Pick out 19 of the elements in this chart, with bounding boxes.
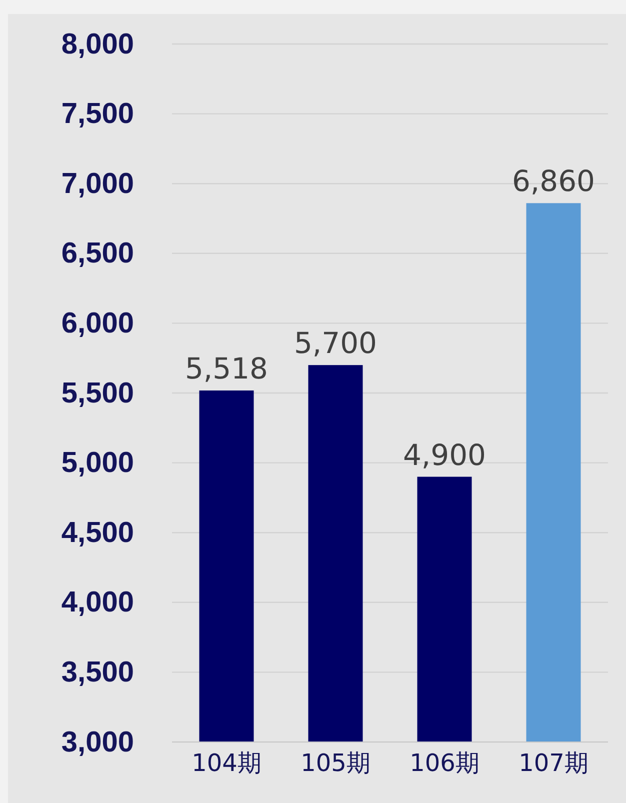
y-tick-label: 6,500	[61, 238, 134, 270]
data-label: 5,700	[294, 326, 378, 360]
data-label: 4,900	[402, 438, 486, 472]
y-tick-label: 6,000	[61, 307, 134, 340]
x-tick-label: 106期	[410, 749, 480, 778]
x-tick-label: 105期	[300, 749, 370, 778]
y-tick-label: 4,000	[61, 586, 134, 619]
x-tick-label: 107期	[518, 749, 588, 778]
y-tick-label: 7,000	[61, 168, 134, 200]
y-tick-label: 7,500	[61, 98, 134, 130]
y-tick-label: 4,500	[61, 516, 134, 549]
y-tick-label: 3,000	[61, 726, 134, 758]
y-tick-label: 5,500	[61, 377, 134, 410]
data-label: 6,860	[512, 164, 596, 198]
y-tick-label: 3,500	[61, 656, 134, 688]
data-label: 5,518	[184, 351, 268, 386]
y-tick-label: 8,000	[61, 28, 134, 60]
x-tick-label: 104期	[192, 749, 262, 778]
y-tick-label: 5,000	[61, 447, 134, 480]
